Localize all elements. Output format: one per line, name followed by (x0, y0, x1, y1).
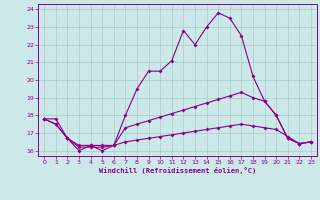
X-axis label: Windchill (Refroidissement éolien,°C): Windchill (Refroidissement éolien,°C) (99, 167, 256, 174)
